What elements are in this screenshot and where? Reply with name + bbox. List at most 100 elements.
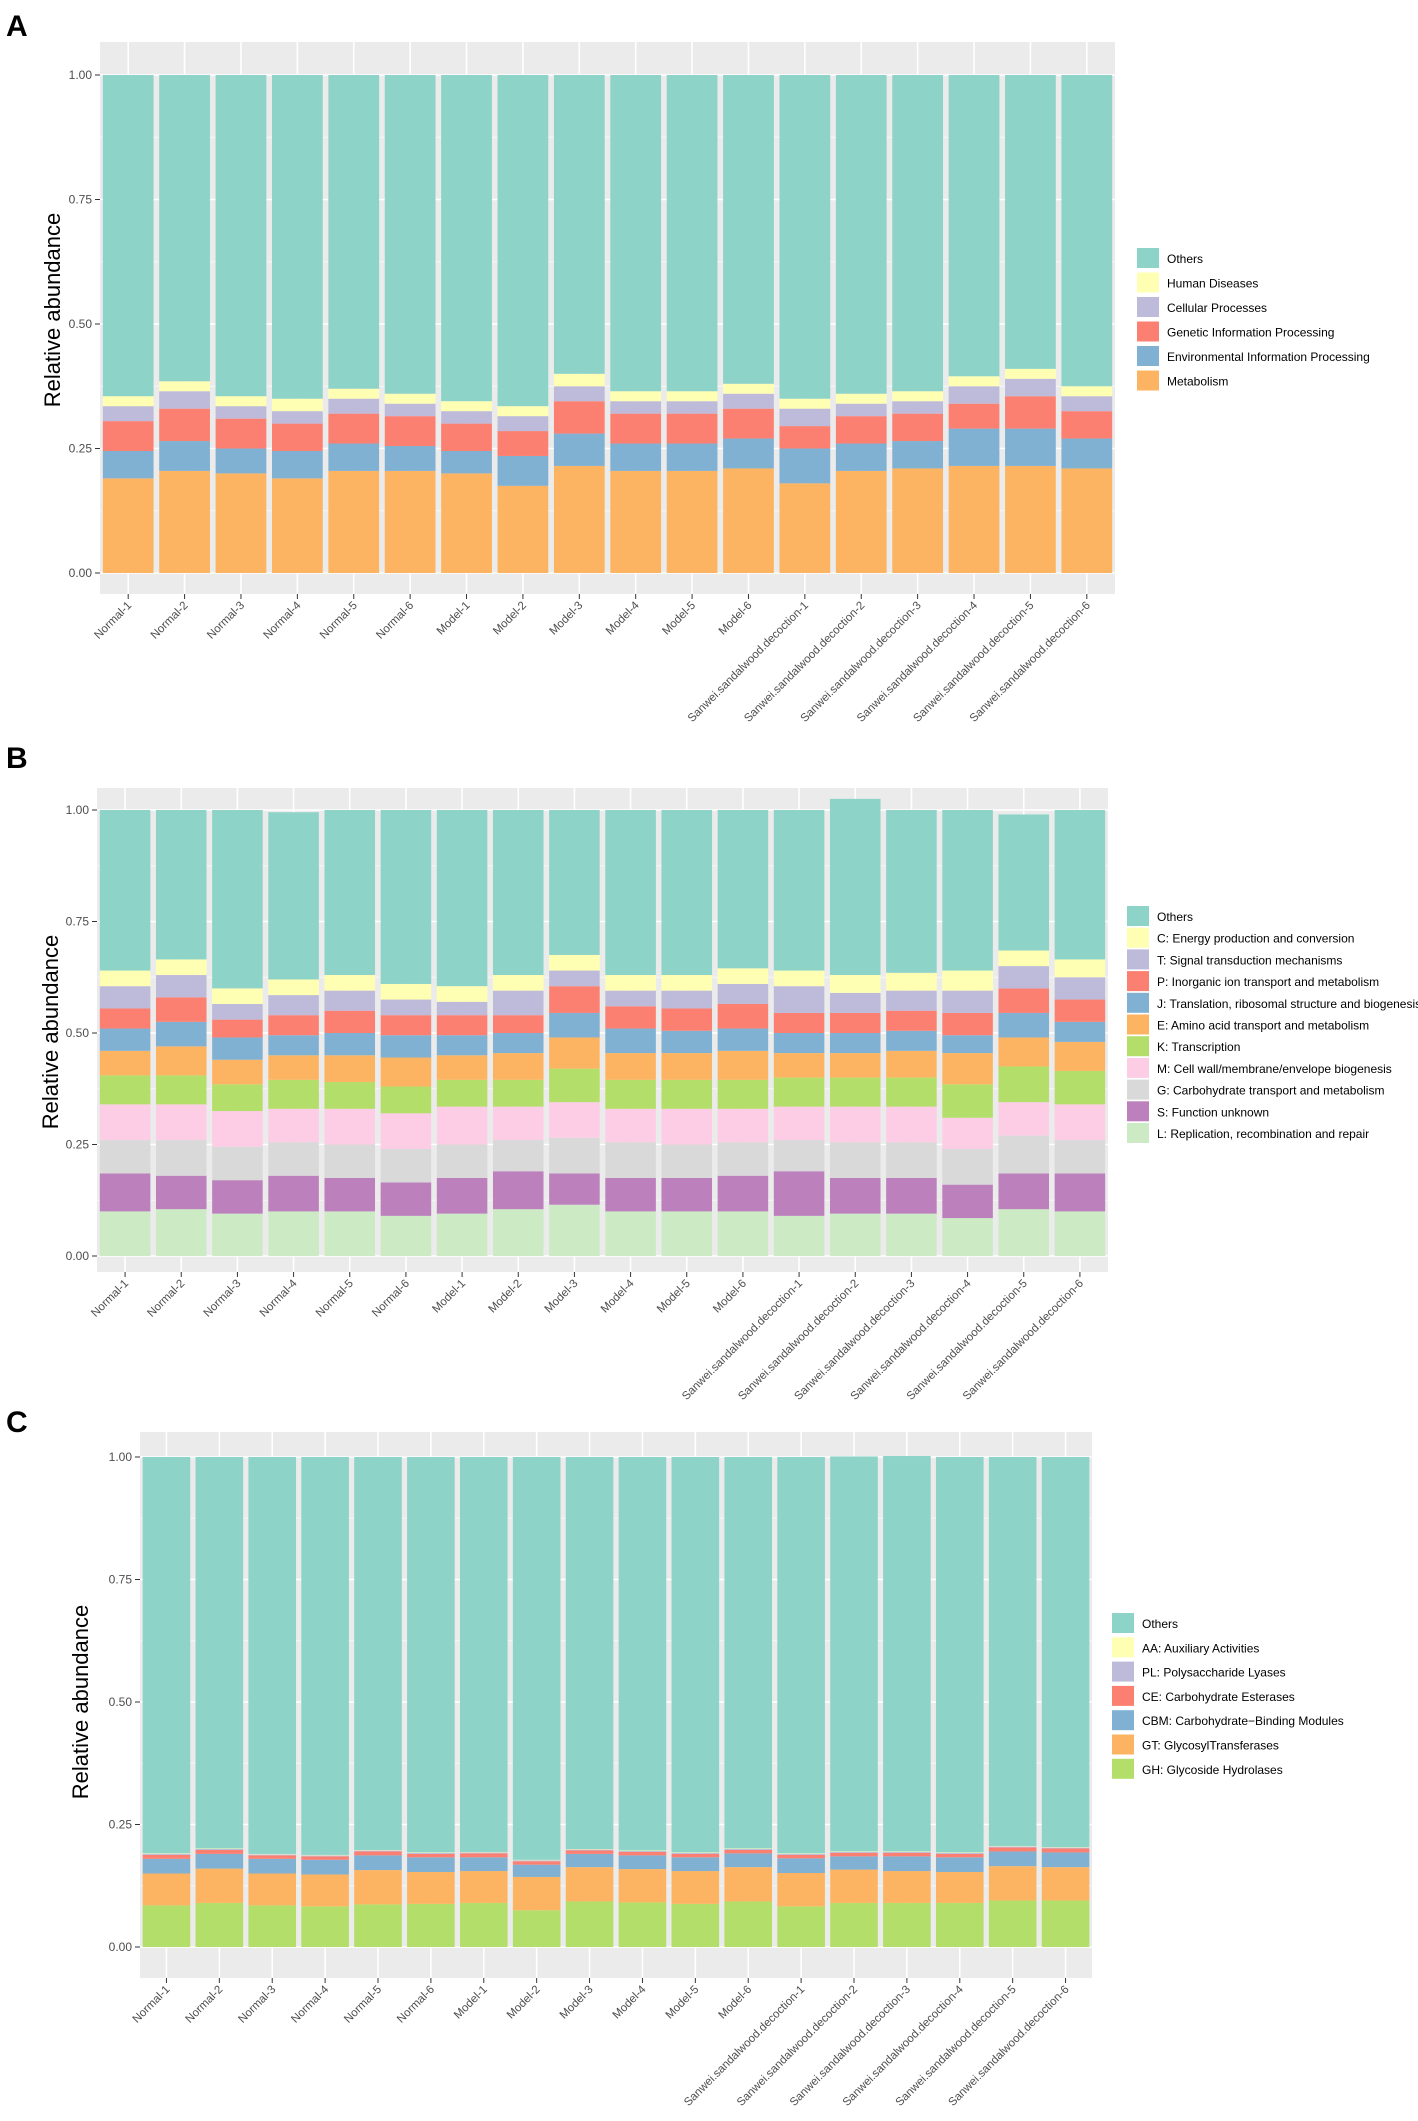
- legend-item: Others: [1127, 906, 1193, 926]
- bar-segment: [777, 1853, 825, 1855]
- x-tick-label: Model-4: [611, 1983, 649, 2021]
- bar-segment: [1005, 396, 1056, 429]
- x-tick-label: Sanwei.sandalwood.decoction-6: [961, 1278, 1086, 1403]
- bar-segment: [661, 1108, 713, 1145]
- x-tick-label: Model-3: [558, 1984, 596, 2022]
- bar-segment: [671, 1903, 720, 1947]
- bar-segment: [142, 1457, 191, 1854]
- bar-segment: [935, 1902, 984, 1947]
- bar-segment: [459, 1457, 508, 1852]
- bar-segment: [723, 408, 774, 439]
- bar-segment: [948, 465, 1000, 573]
- bar-segment: [195, 1457, 244, 1849]
- bar-segment: [553, 386, 605, 402]
- bar-segment: [271, 411, 323, 424]
- bar-segment: [271, 450, 323, 479]
- y-tick-label: 0.75: [109, 1573, 133, 1587]
- bar-segment: [605, 990, 656, 1007]
- bar-segment: [99, 1075, 151, 1105]
- legend: Others Human Diseases Cellular Processes Ge…: [1137, 248, 1370, 391]
- legend-swatch: [1127, 1123, 1149, 1143]
- bar-segment: [829, 1106, 881, 1143]
- bar-segment: [492, 1140, 544, 1172]
- bar-segment: [883, 1851, 931, 1853]
- bar-segment: [886, 810, 937, 973]
- bar-segment: [883, 1902, 931, 1947]
- legend-label: L: Replication, recombination and repair: [1157, 1127, 1369, 1141]
- bar-segment: [723, 393, 774, 409]
- x-tick-label: Model-5: [664, 1984, 702, 2022]
- x-tick-label: Model-2: [486, 1278, 524, 1316]
- y-tick-label: 0.00: [109, 1940, 133, 1954]
- legend-label: K: Transcription: [1157, 1040, 1240, 1054]
- bar-segment: [671, 1457, 720, 1853]
- bar-segment: [497, 485, 549, 573]
- bar-segment: [497, 75, 549, 407]
- bar-segment: [492, 1015, 544, 1033]
- bar-segment: [549, 1012, 600, 1038]
- legend-swatch: [1137, 370, 1159, 391]
- bar-segment: [988, 1851, 1037, 1867]
- y-axis-label: Relative abundance: [68, 1605, 93, 1799]
- x-tick-label: Sanwei.sandalwood.decoction-1: [686, 600, 811, 725]
- bar-segment: [549, 1068, 600, 1103]
- bar-segment: [195, 1868, 244, 1903]
- bar-segment: [436, 1213, 488, 1256]
- legend-label: C: Energy production and conversion: [1157, 932, 1354, 946]
- bar-segment: [942, 1117, 993, 1149]
- bar-segment: [605, 1142, 656, 1178]
- bar-segment: [935, 1852, 984, 1854]
- bar-segment: [829, 1213, 881, 1256]
- bar-segment: [886, 990, 937, 1011]
- bar-segment: [829, 1077, 881, 1107]
- bar-segment: [354, 1850, 402, 1852]
- bar-segment: [942, 1218, 993, 1256]
- bar-segment: [99, 1050, 151, 1076]
- x-tick-label: Normal-3: [236, 1984, 278, 2026]
- bar-segment: [553, 75, 605, 374]
- legend: Others AA: Auxiliary Activities PL: Polysa…: [1112, 1613, 1344, 1779]
- bar-segment: [248, 1873, 297, 1906]
- bar-segment: [159, 391, 210, 409]
- bar-segment: [212, 1146, 263, 1181]
- bar-segment: [268, 1108, 319, 1143]
- legend-label: S: Function unknown: [1157, 1105, 1269, 1119]
- bar-segment: [661, 1008, 713, 1031]
- y-tick-label: 0.50: [66, 1026, 90, 1040]
- legend-item: CBM: Carbohydrate−Binding Modules: [1112, 1710, 1344, 1731]
- bar-segment: [436, 1106, 488, 1145]
- bar-segment: [666, 413, 718, 444]
- bar-segment: [948, 386, 1000, 404]
- bar-segment: [565, 1867, 614, 1902]
- legend-swatch: [1137, 272, 1159, 293]
- bar-segment: [441, 473, 492, 573]
- legend-label: T: Signal transduction mechanisms: [1157, 953, 1342, 967]
- bar-segment: [773, 1140, 825, 1172]
- x-tick-label: Sanwei.sandalwood.decoction-2: [742, 600, 867, 725]
- bar-segment: [942, 1184, 993, 1219]
- bar-segment: [384, 470, 436, 573]
- bar-segment: [99, 810, 151, 971]
- legend-item: Genetic Information Processing: [1137, 321, 1334, 342]
- bar-segment: [354, 1851, 402, 1856]
- bar-segment: [436, 1177, 488, 1214]
- bar-segment: [1005, 368, 1056, 379]
- bar-segment: [618, 1850, 667, 1852]
- x-tick-label: Normal-4: [258, 1277, 300, 1319]
- bar-segment: [436, 1144, 488, 1178]
- bar-segment: [155, 1104, 207, 1141]
- bar-segment: [1041, 1900, 1090, 1947]
- bar-segment: [212, 1213, 263, 1256]
- bar-segment: [942, 1148, 993, 1185]
- x-tick-label: Normal-5: [318, 600, 360, 642]
- x-tick-label: Sanwei.sandalwood.decoction-3: [799, 600, 924, 725]
- bar-segment: [998, 988, 1050, 1013]
- bar-segment: [553, 465, 605, 573]
- bar-segment: [892, 401, 944, 414]
- bar-segment: [605, 1108, 656, 1143]
- bar-segment: [830, 1851, 878, 1853]
- legend-swatch: [1137, 321, 1159, 342]
- legend-swatch: [1112, 1710, 1134, 1731]
- bar-segment: [549, 1037, 600, 1069]
